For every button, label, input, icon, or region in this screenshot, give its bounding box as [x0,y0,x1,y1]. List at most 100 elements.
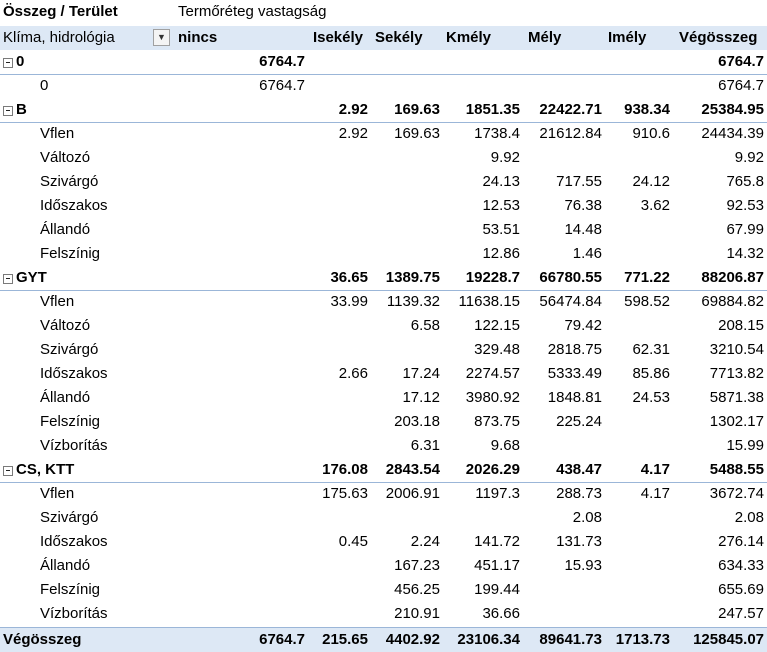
value-cell[interactable]: 2818.75 [547,341,602,358]
value-cell[interactable]: 11638.15 [458,293,520,310]
value-cell[interactable]: 2.08 [734,509,764,526]
value-cell[interactable]: 5871.38 [709,389,764,406]
value-cell[interactable]: 92.53 [726,197,764,214]
value-cell[interactable]: 3672.74 [709,485,764,502]
value-cell[interactable]: 2006.91 [385,485,440,502]
group-total-cell[interactable]: 176.08 [322,461,368,478]
value-cell[interactable] [520,74,602,98]
column-header-isekely[interactable]: Isekély [312,29,363,46]
value-cell[interactable] [150,170,305,194]
grand-total-cell[interactable]: 89641.73 [539,631,602,648]
value-cell[interactable] [602,146,670,170]
row-label[interactable]: Időszakos [40,365,108,382]
value-cell[interactable]: 199.44 [474,581,520,598]
grand-total-cell[interactable]: 6764.7 [259,631,305,648]
row-filter-dropdown-icon[interactable]: ▼ [153,29,170,46]
value-cell[interactable] [150,338,305,362]
value-cell[interactable] [305,338,368,362]
value-cell[interactable]: 456.25 [394,581,440,598]
group-total-cell[interactable]: 771.22 [624,269,670,286]
group-total-cell[interactable]: 6764.7 [259,53,305,70]
value-cell[interactable] [368,170,440,194]
column-header-sekely[interactable]: Sekély [375,29,423,46]
value-cell[interactable] [305,434,368,458]
value-cell[interactable] [368,218,440,242]
value-cell[interactable] [150,434,305,458]
value-cell[interactable] [305,146,368,170]
value-cell[interactable]: 24.13 [482,173,520,190]
value-cell[interactable] [150,602,305,626]
value-cell[interactable] [150,554,305,578]
value-cell[interactable]: 9.92 [490,149,520,166]
group-total-cell[interactable]: 2026.29 [465,461,520,478]
row-label[interactable]: Szivárgó [40,173,99,190]
group-total-cell[interactable] [150,98,305,122]
group-label[interactable]: CS, KTT [3,458,74,482]
value-cell[interactable]: 4.17 [640,485,670,502]
value-cell[interactable]: 3.62 [640,197,670,214]
value-cell[interactable] [368,506,440,530]
collapse-icon[interactable] [3,465,13,476]
value-cell[interactable] [440,74,520,98]
group-total-cell[interactable]: 2.92 [338,101,368,118]
value-cell[interactable]: 122.15 [474,317,520,334]
value-cell[interactable]: 85.86 [632,365,670,382]
group-total-cell[interactable]: 438.47 [556,461,602,478]
row-label[interactable]: Változó [40,149,91,166]
group-total-cell[interactable]: 5488.55 [709,461,764,478]
group-total-cell[interactable]: 1389.75 [385,269,440,286]
value-cell[interactable] [305,578,368,602]
grand-total-cell[interactable]: 125845.07 [693,631,764,648]
row-label[interactable]: Vflen [40,125,75,142]
value-cell[interactable]: 3980.92 [465,389,520,406]
value-cell[interactable] [602,218,670,242]
row-label[interactable]: 0 [40,77,49,94]
value-cell[interactable]: 9.68 [490,437,520,454]
value-cell[interactable] [305,506,368,530]
value-cell[interactable]: 451.17 [474,557,520,574]
grand-total-cell[interactable]: 23106.34 [457,631,520,648]
value-cell[interactable]: 247.57 [718,605,764,622]
column-header-nincs[interactable]: nincs [178,29,218,46]
group-total-cell[interactable]: 2843.54 [385,461,440,478]
value-cell[interactable] [368,242,440,266]
row-label[interactable]: Állandó [40,221,91,238]
group-total-cell[interactable]: 169.63 [394,101,440,118]
value-cell[interactable] [305,170,368,194]
row-label[interactable]: Felszínig [40,581,101,598]
group-total-cell[interactable] [150,266,305,290]
value-cell[interactable] [150,530,305,554]
group-total-cell[interactable]: 25384.95 [701,101,764,118]
group-label[interactable]: GYT [3,266,47,290]
grand-total-cell[interactable]: 215.65 [322,631,368,648]
group-label[interactable]: B [3,98,27,122]
group-total-cell[interactable]: 66780.55 [539,269,602,286]
value-cell[interactable]: 1738.4 [474,125,520,142]
value-cell[interactable] [602,554,670,578]
row-label[interactable]: Felszínig [40,413,101,430]
group-total-cell[interactable]: 938.34 [624,101,670,118]
value-cell[interactable]: 2.08 [572,509,602,526]
value-cell[interactable]: 67.99 [726,221,764,238]
value-cell[interactable] [520,602,602,626]
value-cell[interactable] [150,362,305,386]
value-cell[interactable]: 24.53 [632,389,670,406]
row-label[interactable]: Változó [40,317,91,334]
value-cell[interactable]: 6.31 [410,437,440,454]
value-cell[interactable]: 56474.84 [539,293,602,310]
column-header-mely[interactable]: Mély [528,29,562,46]
value-cell[interactable]: 12.86 [482,245,520,262]
value-cell[interactable]: 329.48 [474,341,520,358]
value-cell[interactable]: 2.66 [338,365,368,382]
row-label[interactable]: Szivárgó [40,509,99,526]
row-label[interactable]: Vflen [40,293,75,310]
group-total-cell[interactable] [368,50,440,74]
value-cell[interactable]: 2.92 [338,125,368,142]
value-cell[interactable]: 6764.7 [718,77,764,94]
value-cell[interactable]: 175.63 [322,485,368,502]
row-label[interactable]: Időszakos [40,533,108,550]
value-cell[interactable]: 598.52 [624,293,670,310]
value-cell[interactable]: 5333.49 [547,365,602,382]
column-header-imely[interactable]: Imély [608,29,647,46]
value-cell[interactable]: 225.24 [556,413,602,430]
